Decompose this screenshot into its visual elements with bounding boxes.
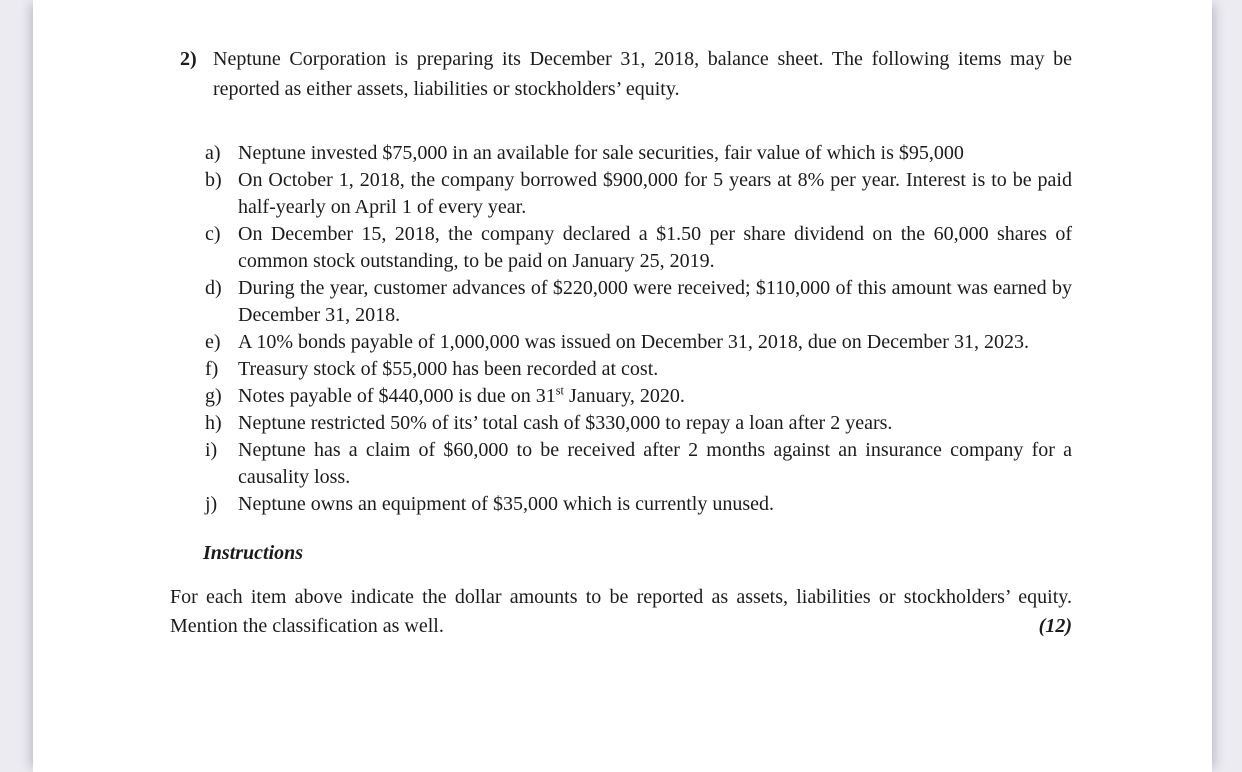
item-letter: b) bbox=[205, 169, 222, 191]
item-text-part: Treasury stock of $55,000 has been recor… bbox=[238, 358, 659, 380]
item-letter: a) bbox=[205, 142, 221, 164]
item-letter: e) bbox=[205, 331, 221, 353]
item-text: Neptune invested $75,000 in an available… bbox=[238, 140, 1072, 167]
item-text-part: January, 2020. bbox=[564, 385, 685, 407]
item-text-part: Neptune restricted 50% of its’ total cas… bbox=[238, 412, 893, 434]
item-text: Neptune has a claim of $60,000 to be rec… bbox=[238, 437, 1072, 491]
item-text: Notes payable of $440,000 is due on 31st… bbox=[238, 383, 1072, 410]
instructions-heading: Instructions bbox=[203, 542, 304, 564]
item-text-part: Neptune owns an equipment of $35,000 whi… bbox=[238, 493, 775, 515]
item-text: Treasury stock of $55,000 has been recor… bbox=[238, 356, 1072, 383]
list-item: a) Neptune invested $75,000 in an availab… bbox=[205, 140, 1072, 167]
item-text-superscript: st bbox=[555, 383, 564, 398]
marks-badge: (12) bbox=[1024, 612, 1072, 641]
list-item: b) On October 1, 2018, the company borrow… bbox=[205, 167, 1072, 221]
closing-text: For each item above indicate the dollar … bbox=[170, 586, 1072, 637]
question-number: 2) bbox=[180, 48, 197, 70]
item-text: On October 1, 2018, the company borrowed… bbox=[238, 167, 1072, 221]
item-text-part: Notes payable of $440,000 is due on 31 bbox=[238, 385, 556, 407]
item-text: During the year, customer advances of $2… bbox=[238, 275, 1072, 329]
list-item: e) A 10% bonds payable of 1,000,000 was i… bbox=[205, 329, 1072, 356]
list-item: h) Neptune restricted 50% of its’ total c… bbox=[205, 410, 1072, 437]
item-letter: d) bbox=[205, 277, 222, 299]
document-page: 2) Neptune Corporation is preparing its … bbox=[33, 0, 1212, 772]
item-letter: c) bbox=[205, 223, 221, 245]
item-text: A 10% bonds payable of 1,000,000 was iss… bbox=[238, 329, 1072, 356]
question-header: 2) Neptune Corporation is preparing its … bbox=[180, 44, 1072, 104]
list-item: f) Treasury stock of $55,000 has been rec… bbox=[205, 356, 1072, 383]
item-text-part: Neptune invested $75,000 in an available… bbox=[238, 142, 964, 164]
item-letter: h) bbox=[205, 412, 222, 434]
items-list: a) Neptune invested $75,000 in an availab… bbox=[205, 140, 1072, 518]
item-text: On December 15, 2018, the company declar… bbox=[238, 221, 1072, 275]
question-intro: Neptune Corporation is preparing its Dec… bbox=[213, 48, 1072, 100]
item-text-part: During the year, customer advances of $2… bbox=[238, 277, 1072, 326]
item-text-part: A 10% bonds payable of 1,000,000 was iss… bbox=[238, 331, 1029, 353]
closing-paragraph: For each item above indicate the dollar … bbox=[170, 583, 1072, 641]
list-item: c) On December 15, 2018, the company decl… bbox=[205, 221, 1072, 275]
item-text-part: Neptune has a claim of $60,000 to be rec… bbox=[238, 439, 1072, 488]
item-text: Neptune owns an equipment of $35,000 whi… bbox=[238, 491, 1072, 518]
item-letter: g) bbox=[205, 385, 222, 407]
list-item: d) During the year, customer advances of … bbox=[205, 275, 1072, 329]
list-item: j) Neptune owns an equipment of $35,000 w… bbox=[205, 491, 1072, 518]
list-item: g) Notes payable of $440,000 is due on 31… bbox=[205, 383, 1072, 410]
item-text: Neptune restricted 50% of its’ total cas… bbox=[238, 410, 1072, 437]
item-text-part: On December 15, 2018, the company declar… bbox=[238, 223, 1072, 272]
item-text-part: On October 1, 2018, the company borrowed… bbox=[238, 169, 1072, 218]
item-letter: i) bbox=[205, 439, 218, 461]
item-letter: j) bbox=[205, 493, 218, 515]
document-content: 2) Neptune Corporation is preparing its … bbox=[33, 0, 1212, 641]
list-item: i) Neptune has a claim of $60,000 to be r… bbox=[205, 437, 1072, 491]
item-letter: f) bbox=[205, 358, 219, 380]
